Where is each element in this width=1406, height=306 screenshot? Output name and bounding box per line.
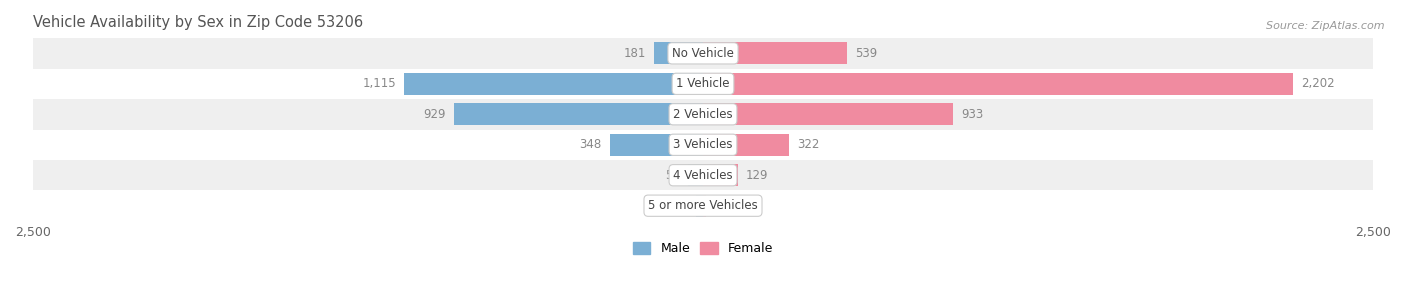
Text: 181: 181 bbox=[624, 47, 647, 60]
Bar bbox=[703, 164, 738, 186]
Text: 1 Vehicle: 1 Vehicle bbox=[676, 77, 730, 90]
Text: 933: 933 bbox=[962, 108, 983, 121]
Text: 1,115: 1,115 bbox=[363, 77, 396, 90]
Text: 5 or more Vehicles: 5 or more Vehicles bbox=[648, 199, 758, 212]
Text: Source: ZipAtlas.com: Source: ZipAtlas.com bbox=[1267, 21, 1385, 32]
Bar bbox=[454, 103, 703, 125]
Bar bbox=[32, 99, 1374, 129]
Text: 129: 129 bbox=[745, 169, 768, 182]
Text: 56: 56 bbox=[665, 169, 681, 182]
Text: No Vehicle: No Vehicle bbox=[672, 47, 734, 60]
Legend: Male, Female: Male, Female bbox=[633, 242, 773, 255]
Bar bbox=[703, 195, 706, 217]
Bar bbox=[32, 190, 1374, 221]
Bar bbox=[703, 103, 953, 125]
Text: 929: 929 bbox=[423, 108, 446, 121]
Bar bbox=[703, 73, 1294, 95]
Bar bbox=[32, 38, 1374, 69]
Text: Vehicle Availability by Sex in Zip Code 53206: Vehicle Availability by Sex in Zip Code … bbox=[32, 15, 363, 30]
Text: 4 Vehicles: 4 Vehicles bbox=[673, 169, 733, 182]
Bar bbox=[610, 134, 703, 156]
Text: 539: 539 bbox=[855, 47, 877, 60]
Bar bbox=[32, 69, 1374, 99]
Bar bbox=[696, 195, 703, 217]
Bar bbox=[688, 164, 703, 186]
Bar bbox=[404, 73, 703, 95]
Bar bbox=[654, 42, 703, 64]
Text: 322: 322 bbox=[797, 138, 820, 151]
Bar bbox=[32, 160, 1374, 190]
Text: 2 Vehicles: 2 Vehicles bbox=[673, 108, 733, 121]
Bar bbox=[32, 129, 1374, 160]
Text: 12: 12 bbox=[714, 199, 730, 212]
Text: 2,202: 2,202 bbox=[1301, 77, 1334, 90]
Text: 26: 26 bbox=[673, 199, 688, 212]
Bar bbox=[703, 42, 848, 64]
Bar bbox=[703, 134, 789, 156]
Text: 3 Vehicles: 3 Vehicles bbox=[673, 138, 733, 151]
Text: 348: 348 bbox=[579, 138, 602, 151]
